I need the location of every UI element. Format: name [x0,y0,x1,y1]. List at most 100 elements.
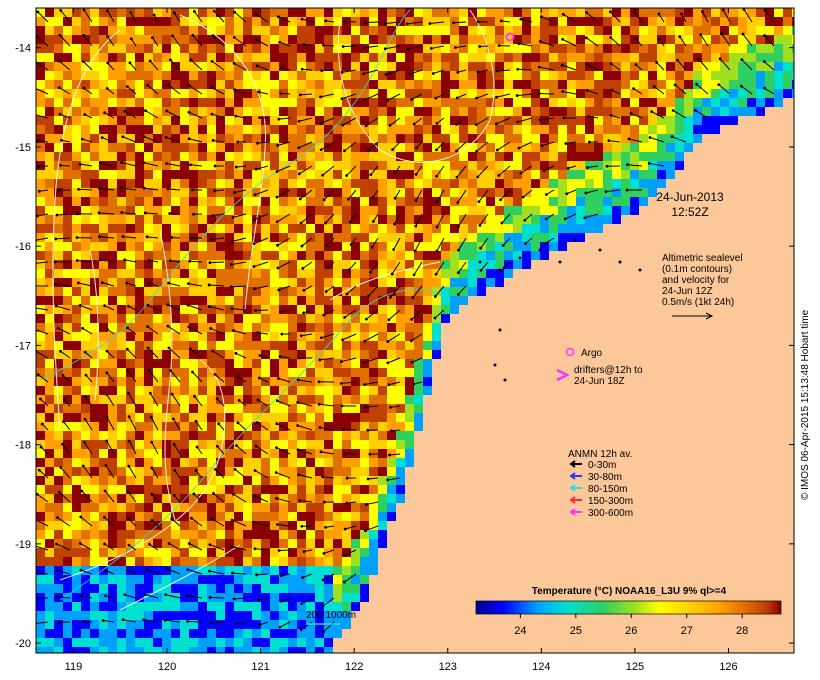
sst-cell [279,449,288,458]
sst-cell [117,107,126,116]
sst-cell [531,143,540,152]
velocity-arrow [79,304,93,311]
sst-cell [567,161,576,170]
velocity-arrow [190,59,203,71]
sst-cell [648,26,657,35]
sst-cell [666,8,675,17]
sst-cell [144,152,153,161]
velocity-arrow-head [607,139,611,143]
sst-cell [99,458,108,467]
sst-cell [387,17,396,26]
sst-cell [207,395,216,404]
sst-cell [324,359,333,368]
sst-cell [36,359,45,368]
sst-cell [90,368,99,377]
sst-cell [279,611,288,620]
sst-cell [657,125,666,134]
sst-cell [234,368,243,377]
sst-cell [378,296,387,305]
sst-cell [396,125,405,134]
sst-cell [198,89,207,98]
sst-cell [126,476,135,485]
sst-cell [135,287,144,296]
sst-cell [387,224,396,233]
velocity-arrow-head [151,36,154,39]
sst-cell [108,530,117,539]
sst-cell [189,179,198,188]
sst-cell [225,548,234,557]
sst-cell [558,125,567,134]
velocity-arrow [235,115,247,119]
sst-cell [225,242,234,251]
sst-cell [144,179,153,188]
velocity-arrow-head [762,60,766,64]
sst-cell [162,584,171,593]
velocity-arrow [610,11,621,23]
sst-cell [162,323,171,332]
sst-cell [342,215,351,224]
sst-cell [36,107,45,116]
sst-cell [126,332,135,341]
sst-cell [243,413,252,422]
sst-cell [576,152,585,161]
sst-cell [324,611,333,620]
velocity-arrow [151,493,159,503]
velocity-arrow [345,452,357,455]
sst-cell [396,413,405,422]
sst-cell [171,422,180,431]
sst-cell [468,8,477,17]
sst-cell [63,8,72,17]
sst-cell [324,71,333,80]
sst-cell [360,314,369,323]
sst-cell [270,215,279,224]
sst-cell [513,143,522,152]
sst-cell [108,116,117,125]
sst-cell [180,134,189,143]
velocity-arrow [300,213,313,224]
sst-cell [144,161,153,170]
sst-cell [351,350,360,359]
sst-cell [135,530,144,539]
sst-cell [63,485,72,494]
sst-cell [333,548,342,557]
sst-cell [675,62,684,71]
sst-cell [378,395,387,404]
sst-cell [333,251,342,260]
sst-cell [405,152,414,161]
sst-cell [81,494,90,503]
sst-cell [45,242,54,251]
sst-cell [162,206,171,215]
velocity-arrow-head [169,369,172,372]
sst-cell [342,413,351,422]
velocity-arrow [194,395,203,407]
sst-cell [45,395,54,404]
sst-cell [72,638,81,647]
sst-cell [90,188,99,197]
sst-cell [45,404,54,413]
sst-cell [99,629,108,638]
sst-cell [45,134,54,143]
velocity-arrow-head [362,361,366,365]
sst-cell [450,206,459,215]
velocity-arrow [326,237,335,246]
sst-cell [306,503,315,512]
sst-cell [594,71,603,80]
sst-cell [297,476,306,485]
sst-cell [162,494,171,503]
velocity-arrow-head [125,85,129,88]
sst-cell [81,62,90,71]
sst-cell [414,260,423,269]
sst-cell [630,62,639,71]
sst-cell [558,188,567,197]
sst-cell [774,98,783,107]
sst-cell [126,458,135,467]
sst-cell [54,107,63,116]
sst-cell [126,422,135,431]
sst-cell [486,269,495,278]
sst-cell [216,26,225,35]
sst-cell [540,206,549,215]
sst-cell [459,251,468,260]
velocity-arrow [167,188,181,191]
sst-cell [243,305,252,314]
sst-cell [423,53,432,62]
